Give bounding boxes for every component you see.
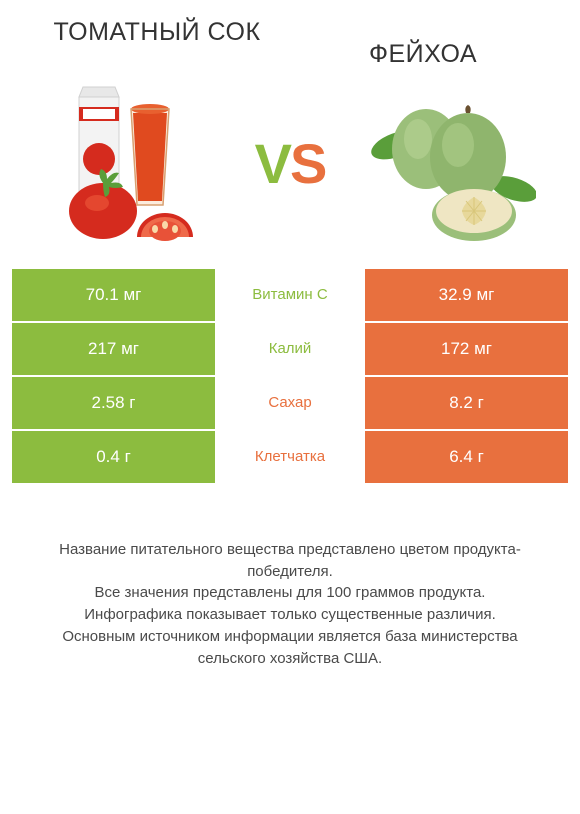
right-title: ФЕЙХОА	[290, 40, 556, 69]
feijoa-icon	[366, 79, 536, 249]
header: ТОМАТНЫЙ СОК ФЕЙХОА	[0, 0, 580, 69]
footer-line: Все значения представлены для 100 граммо…	[30, 582, 550, 604]
vs-v: V	[255, 132, 290, 195]
right-value: 6.4 г	[365, 431, 568, 483]
left-title-col: ТОМАТНЫЙ СОК	[24, 18, 290, 47]
tomato-juice-icon	[45, 79, 215, 249]
nutrient-label: Сахар	[215, 377, 365, 429]
left-title: ТОМАТНЫЙ СОК	[24, 18, 290, 47]
left-value: 70.1 мг	[12, 269, 215, 321]
left-value: 217 мг	[12, 323, 215, 375]
footer-line: Основным источником информации является …	[30, 626, 550, 670]
nutrient-label: Витамин C	[215, 269, 365, 321]
table-row: 2.58 гСахар8.2 г	[12, 377, 568, 429]
footer-line: Инфографика показывает только существенн…	[30, 604, 550, 626]
table-row: 0.4 гКлетчатка6.4 г	[12, 431, 568, 483]
left-value: 2.58 г	[12, 377, 215, 429]
left-image	[24, 79, 235, 249]
table-row: 70.1 мгВитамин C32.9 мг	[12, 269, 568, 321]
right-value: 32.9 мг	[365, 269, 568, 321]
footer-line: Название питательного вещества представл…	[30, 539, 550, 583]
table-row: 217 мгКалий172 мг	[12, 323, 568, 375]
vs-label: VS	[235, 131, 345, 196]
nutrient-label: Клетчатка	[215, 431, 365, 483]
footer-notes: Название питательного вещества представл…	[0, 485, 580, 670]
comparison-table: 70.1 мгВитамин C32.9 мг217 мгКалий172 мг…	[0, 269, 580, 485]
left-value: 0.4 г	[12, 431, 215, 483]
hero-row: VS	[0, 69, 580, 269]
infographic: ТОМАТНЫЙ СОК ФЕЙХОА	[0, 0, 580, 814]
right-image	[345, 79, 556, 249]
right-value: 172 мг	[365, 323, 568, 375]
right-value: 8.2 г	[365, 377, 568, 429]
right-title-col: ФЕЙХОА	[290, 18, 556, 69]
vs-s: S	[290, 132, 325, 195]
nutrient-label: Калий	[215, 323, 365, 375]
